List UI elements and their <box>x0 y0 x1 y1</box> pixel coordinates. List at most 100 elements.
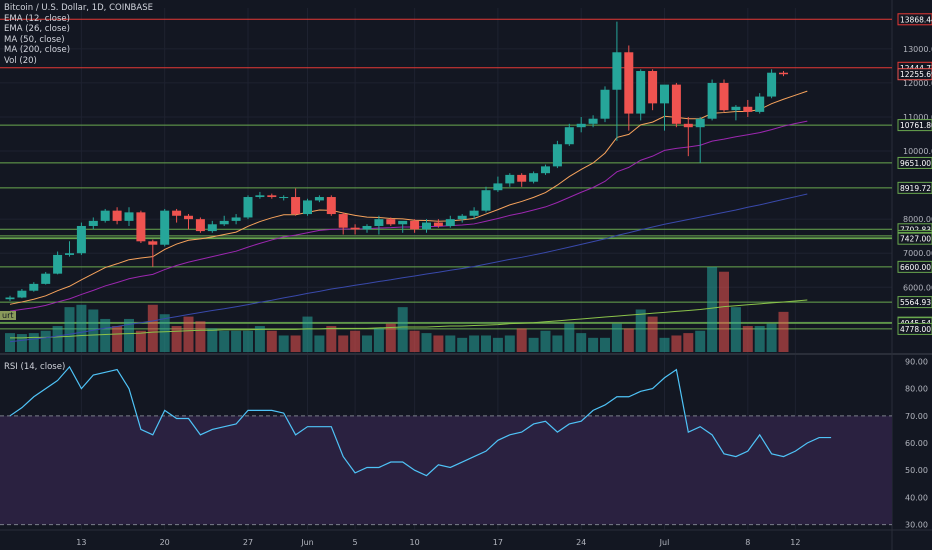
price-tick-label: 13000.00 <box>903 45 932 54</box>
rsi-overbought-oversold-band <box>0 415 892 525</box>
candle-body <box>564 127 574 145</box>
price-level-label: 10761.80 <box>900 121 932 130</box>
volume-bar <box>124 318 134 352</box>
price-level-badge <box>897 119 932 132</box>
volume-bar <box>611 323 622 352</box>
volume-bar <box>52 326 63 352</box>
volume-bar <box>421 333 432 352</box>
volume-bar <box>16 334 27 352</box>
candle-body <box>148 241 158 245</box>
volume-bar <box>112 326 123 352</box>
candle-body <box>303 200 312 215</box>
price-tick-label: 10000.00 <box>903 147 932 156</box>
volume-bar <box>159 314 170 352</box>
time-tick-label: 17 <box>493 538 503 547</box>
candle-body <box>433 222 443 226</box>
volume-bar <box>243 330 253 352</box>
time-tick-label: 13 <box>76 538 86 547</box>
volume-bar <box>254 326 265 352</box>
volume-bar <box>314 335 325 352</box>
volume-bar <box>683 333 694 352</box>
time-tick-label: Jun <box>300 538 314 547</box>
candle-body <box>517 174 527 182</box>
volume-bar <box>754 326 765 352</box>
candle-body <box>386 219 396 225</box>
volume-bar <box>766 323 777 352</box>
volume-bar <box>385 323 396 352</box>
time-tick-label: 27 <box>243 538 253 547</box>
legend-ema12[interactable]: EMA (12, close) <box>4 13 70 24</box>
price-level-label: 4778.00 <box>900 325 931 334</box>
volume-bar <box>588 337 599 352</box>
legend-ema26[interactable]: EMA (26, close) <box>4 24 70 35</box>
price-level-label: 8919.72 <box>900 184 931 193</box>
price-tick-label: 11000.00 <box>903 113 932 122</box>
candle-body <box>445 219 455 226</box>
legend-volume[interactable]: Vol (20) <box>4 55 37 66</box>
volume-bar <box>302 316 313 352</box>
rsi-legend[interactable]: RSI (14, close) <box>4 362 66 372</box>
candle-body <box>314 197 324 201</box>
rsi-tick-label: 30.00 <box>905 521 928 530</box>
volume-bar <box>492 337 503 352</box>
price-level-badge <box>897 68 932 81</box>
candle-body <box>112 210 122 221</box>
candle-body <box>76 225 86 254</box>
volume-bar <box>350 330 361 352</box>
candle-body <box>172 210 182 216</box>
volume-bar <box>219 330 230 352</box>
price-level-badge <box>897 181 932 194</box>
price-level-label: 7427.00 <box>900 235 931 244</box>
volume-bar <box>88 309 99 352</box>
price-level-badge <box>897 232 932 245</box>
candle-body <box>707 82 717 119</box>
candle-body <box>541 166 550 174</box>
candle-body <box>529 173 539 182</box>
candle-body <box>124 212 134 221</box>
volume-bar <box>338 335 349 352</box>
candle-body <box>41 273 51 284</box>
legend-ma200[interactable]: MA (200, close) <box>4 45 71 56</box>
candle-body <box>779 72 788 75</box>
volume-bar <box>457 337 468 352</box>
time-tick-label: 24 <box>576 538 586 547</box>
volume-bar <box>576 333 587 352</box>
candle-body <box>207 224 217 232</box>
candle-body <box>493 183 503 191</box>
volume-bar <box>659 337 670 352</box>
volume-bar <box>290 335 301 352</box>
volume-bar <box>635 309 646 352</box>
time-tick-label: 5 <box>353 538 358 547</box>
candle-body <box>398 220 408 225</box>
candle-body <box>219 220 229 225</box>
price-level-badge <box>897 296 932 309</box>
volume-bar <box>362 335 372 352</box>
price-level-badge <box>897 322 932 335</box>
price-level-label: 7702.83 <box>900 225 931 234</box>
candle-body <box>743 106 753 112</box>
volume-bar <box>516 328 527 352</box>
time-tick-label: 20 <box>160 538 170 547</box>
rsi-tick-label: 50.00 <box>905 466 928 475</box>
candle-body <box>338 214 348 228</box>
candle-body <box>5 297 15 300</box>
candle-body <box>29 283 39 291</box>
volume-bar <box>564 323 575 352</box>
candle-body <box>350 227 360 230</box>
candle-body <box>88 220 98 226</box>
candle-body <box>255 195 265 198</box>
rsi-tick-label: 40.00 <box>905 493 928 502</box>
clipped-label: urt <box>0 311 16 320</box>
candle-body <box>17 290 27 298</box>
volume-bar <box>28 333 39 352</box>
legend-ma50[interactable]: MA (50, close) <box>4 34 65 45</box>
volume-bar <box>278 335 289 352</box>
volume-bar <box>600 337 610 352</box>
candle-body <box>671 84 681 124</box>
candle-body <box>755 96 765 112</box>
candle-body <box>612 52 622 90</box>
rsi-value-line <box>9 365 832 477</box>
volume-bar <box>183 316 194 352</box>
candle-body <box>53 254 63 274</box>
